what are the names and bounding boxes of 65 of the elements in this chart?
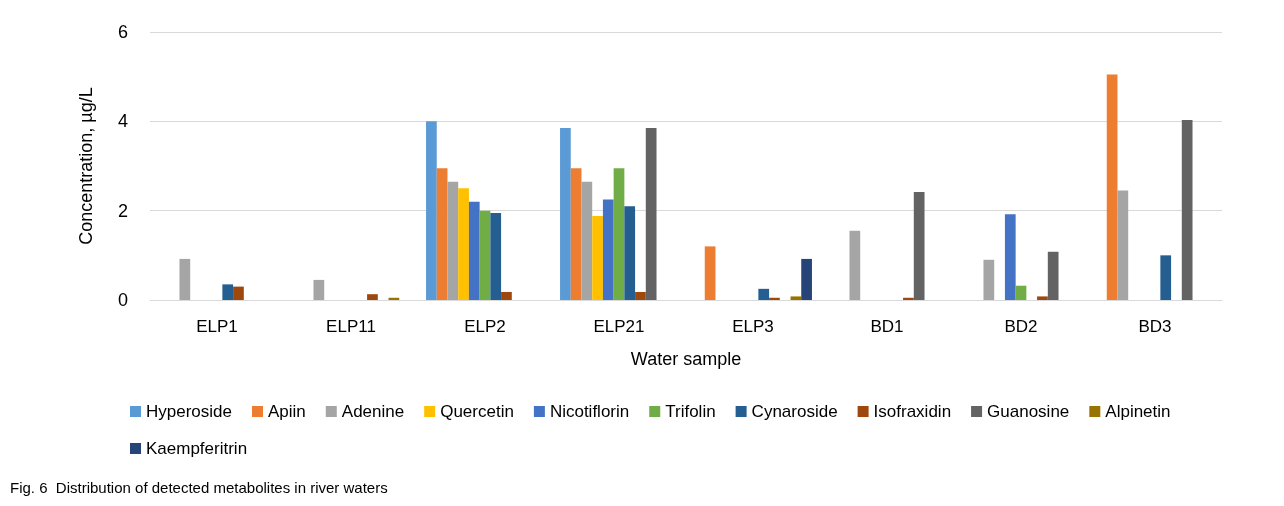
- bar: [570, 168, 582, 300]
- bar: [1181, 119, 1193, 300]
- legend-label: Guanosine: [987, 402, 1070, 421]
- legend-label: Nicotiflorin: [549, 402, 630, 421]
- bar: [704, 246, 716, 300]
- y-tick-label: 6: [117, 22, 128, 42]
- bar: [1004, 214, 1016, 300]
- bar: [635, 291, 646, 300]
- bar: [790, 296, 802, 300]
- bar: [1106, 74, 1118, 300]
- caption: Fig. 6 Distribution of detected metabolites in river waters: [10, 479, 388, 496]
- bar: [613, 168, 625, 300]
- bar: [624, 206, 636, 300]
- bar: [233, 286, 244, 300]
- x-axis-title: Water sample: [630, 349, 742, 369]
- bar: [222, 284, 234, 300]
- bar: [592, 216, 603, 300]
- bar: [1015, 285, 1027, 300]
- bar: [1117, 190, 1129, 300]
- bar: [983, 259, 995, 300]
- x-tick-label: BD2: [1004, 317, 1038, 336]
- bar: [179, 258, 191, 300]
- legend-label: Quercetin: [440, 402, 514, 421]
- x-tick-label: BD3: [1138, 317, 1172, 336]
- bar: [447, 181, 459, 300]
- x-tick-label: ELP1: [196, 317, 238, 336]
- bar: [436, 168, 448, 300]
- bar: [849, 230, 861, 300]
- x-tick-label: ELP3: [732, 317, 774, 336]
- bar: [458, 188, 469, 300]
- bar: [426, 121, 437, 300]
- x-tick-label: ELP2: [464, 317, 506, 336]
- x-tick-label: BD1: [870, 317, 904, 336]
- bar: [501, 291, 512, 300]
- legend-label: Trifolin: [665, 402, 716, 421]
- legend-label: Adenine: [341, 402, 405, 421]
- legend-label: Kaempferitrin: [146, 439, 248, 458]
- y-tick-label: 0: [117, 290, 128, 310]
- bar: [313, 279, 325, 300]
- bar: [769, 297, 780, 300]
- legend-label: Hyperoside: [146, 402, 232, 421]
- bar: [479, 210, 491, 300]
- bar: [490, 212, 502, 300]
- bar: [801, 258, 812, 300]
- bar: [1047, 251, 1059, 300]
- legend-label: Apiin: [267, 402, 306, 421]
- bar: [913, 191, 925, 300]
- y-tick-label: 2: [117, 200, 128, 221]
- bar: [468, 201, 480, 300]
- y-tick-label: 4: [117, 111, 128, 132]
- bar: [903, 297, 914, 300]
- bar: [560, 128, 571, 300]
- y-axis-title: Concentration, µg/L: [76, 87, 96, 245]
- bar: [1037, 296, 1048, 300]
- bar: [645, 128, 657, 300]
- x-tick-label: ELP11: [326, 317, 376, 336]
- bar: [581, 181, 593, 300]
- legend-label: Isofraxidin: [873, 402, 952, 421]
- bar: [1160, 255, 1172, 300]
- bar: [367, 294, 378, 300]
- x-tick-label: ELP21: [593, 317, 645, 336]
- bar: [602, 199, 614, 300]
- legend-label: Cynaroside: [751, 402, 838, 421]
- bar: [758, 288, 770, 300]
- legend-label: Alpinetin: [1105, 402, 1171, 421]
